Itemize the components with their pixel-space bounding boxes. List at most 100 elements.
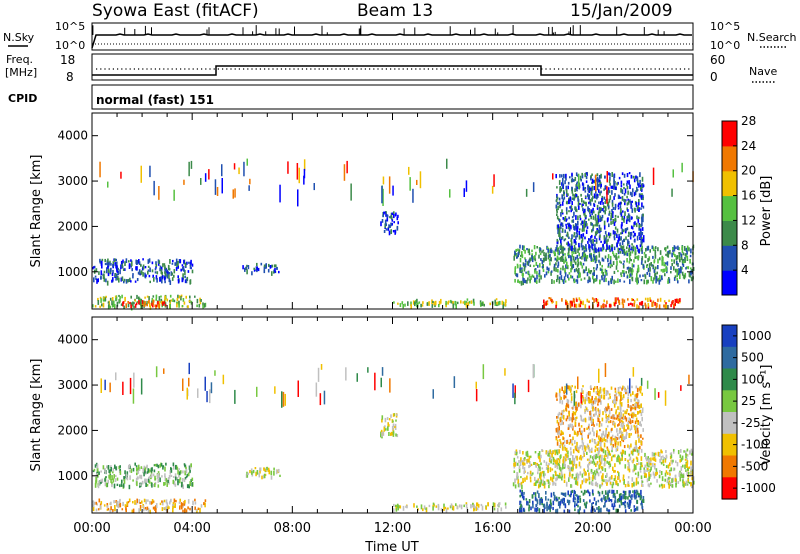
power-cell-8 [628, 244, 631, 248]
power-cell-6 [674, 269, 677, 273]
velocity-cell-7 [555, 393, 558, 398]
power-cell-6 [560, 258, 562, 262]
velocity-streak [317, 367, 320, 382]
power-cell-6 [644, 273, 646, 277]
power-cell-1 [160, 301, 163, 305]
power-cell-8 [635, 202, 638, 207]
velocity-cell-7 [637, 430, 639, 434]
power-cell-1 [170, 299, 173, 302]
velocity-cell-5 [557, 449, 559, 453]
power-cell-1 [160, 295, 162, 298]
velocity-cell-7 [594, 399, 596, 405]
power-cell-8 [589, 214, 592, 218]
power-cell-8 [638, 248, 640, 254]
velocity-cell-5 [631, 450, 634, 456]
velocity-cell-5 [609, 453, 612, 456]
power-streak [249, 178, 251, 185]
power-streak [221, 178, 223, 194]
power-cell-8 [581, 220, 584, 225]
velocity-cell-6 [622, 495, 624, 500]
power-cell-6 [596, 274, 598, 280]
velocity-cell-1 [142, 505, 145, 508]
power-cell-8 [561, 182, 563, 186]
velocity-cell-1 [175, 499, 177, 503]
power-cell-6 [558, 276, 561, 280]
velocity-cell-5 [567, 450, 569, 455]
velocity-cell-7 [585, 445, 587, 449]
velocity-cell-1 [126, 501, 128, 506]
velocity-cell-5 [561, 474, 563, 478]
power-cell-6 [557, 265, 559, 268]
power-cell-8 [579, 203, 581, 205]
power-cell-7 [658, 304, 661, 310]
power-cell-6 [519, 257, 522, 263]
velocity-cell-0 [191, 482, 193, 487]
velocity-cell-5 [686, 463, 688, 468]
power-cell-6 [572, 264, 575, 269]
power-cell-2 [138, 300, 140, 305]
power-cell-8 [602, 243, 604, 247]
velocity-cell-5 [650, 462, 652, 466]
power-cell-8 [571, 186, 573, 192]
velocity-cell-6 [607, 509, 610, 512]
power-cell-0 [171, 277, 174, 281]
power-colorbar-swatch [722, 170, 737, 197]
velocity-cell-7 [611, 446, 613, 451]
power-cell-7 [595, 298, 597, 302]
velocity-cell-7 [610, 386, 613, 390]
velocity-cell-0 [143, 471, 145, 477]
power-cell-6 [595, 267, 598, 271]
power-cell-1 [100, 298, 102, 303]
power-cell-6 [523, 245, 525, 249]
power-cell-8 [638, 216, 640, 220]
power-cell-0 [120, 260, 123, 265]
power-cell-8 [573, 234, 575, 238]
velocity-streak [210, 382, 213, 394]
velocity-cell-7 [561, 443, 564, 447]
velocity-cell-7 [620, 436, 623, 440]
velocity-cell-0 [181, 478, 184, 481]
velocity-cell-0 [112, 478, 115, 483]
velocity-cell-0 [188, 484, 190, 489]
power-cell-8 [558, 180, 561, 185]
power-cell-6 [632, 264, 635, 268]
velocity-cell-5 [558, 449, 560, 454]
velocity-cell-5 [542, 479, 544, 484]
power-cell-6 [550, 270, 553, 273]
velocity-cell-5 [660, 449, 662, 454]
power-cell-6 [545, 257, 547, 261]
velocity-cell-5 [640, 475, 643, 480]
power-cell-1 [94, 305, 97, 308]
power-cell-0 [115, 273, 118, 279]
power-cell-8 [619, 205, 622, 209]
velocity-cell-7 [635, 414, 637, 417]
velocity-cell-7 [607, 414, 610, 418]
power-cell-6 [615, 253, 618, 256]
velocity-cell-0 [96, 463, 99, 469]
x-tick-label: 08:00 [274, 521, 311, 536]
velocity-cell-0 [139, 483, 141, 486]
velocity-cell-5 [530, 463, 533, 466]
power-cell-0 [112, 264, 114, 268]
power-cell-8 [608, 172, 610, 176]
power-cell-7 [546, 300, 549, 303]
power-cell-7 [576, 299, 578, 302]
velocity-cell-6 [560, 492, 563, 495]
power-cell-8 [620, 201, 622, 205]
velocity-cell-0 [97, 484, 100, 489]
velocity-cell-5 [560, 454, 562, 459]
power-cell-6 [534, 269, 536, 274]
velocity-cell-7 [565, 447, 568, 453]
velocity-cell-7 [625, 429, 627, 432]
velocity-cell-7 [639, 390, 642, 394]
power-cell-8 [641, 222, 643, 227]
power-cell-0 [161, 275, 164, 280]
power-cell-0 [164, 276, 166, 281]
velocity-cell-7 [616, 428, 618, 433]
power-cell-6 [623, 260, 625, 263]
power-cell-1 [123, 305, 125, 310]
cpid-panel: CPID normal (fast) 151 [8, 84, 694, 110]
velocity-cell-5 [558, 472, 561, 475]
velocity-cell-5 [587, 469, 589, 472]
power-cell-1 [130, 302, 133, 305]
